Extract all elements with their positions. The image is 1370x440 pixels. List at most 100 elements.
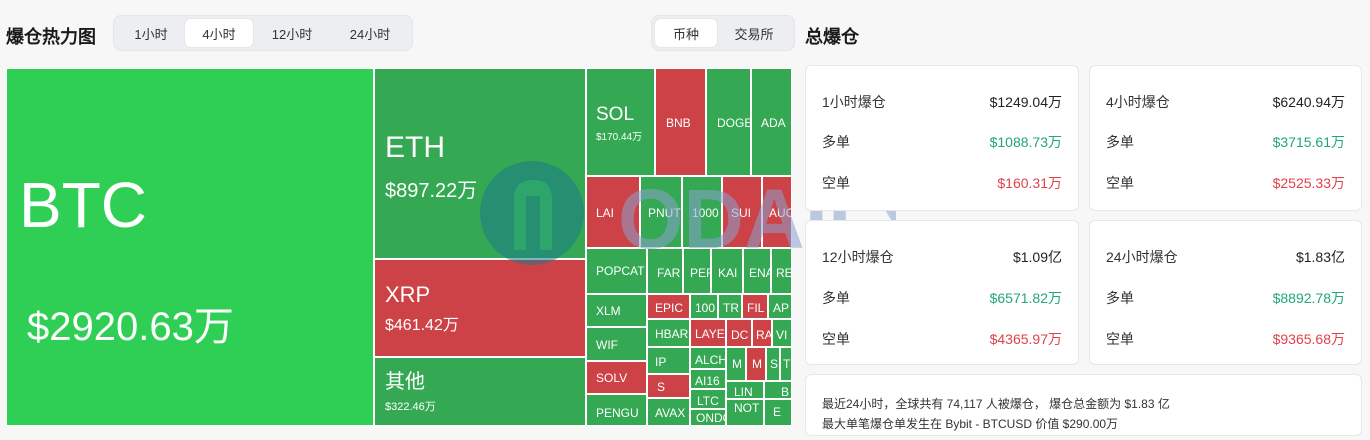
tile-b[interactable]: B (764, 381, 792, 399)
tile-e[interactable]: E (764, 399, 792, 426)
tile-ondo[interactable]: ONDO (690, 409, 726, 426)
tile-ip[interactable]: IP (647, 347, 690, 374)
tile-ada[interactable]: ADA (751, 68, 792, 176)
tile-epic[interactable]: EPIC (647, 294, 690, 319)
tile-symbol: E (773, 405, 782, 419)
short-value: $4365.97万 (989, 331, 1062, 347)
tile-not[interactable]: NOT (726, 399, 764, 426)
tile-fil[interactable]: FIL (742, 294, 768, 319)
tile-re[interactable]: RE (771, 248, 792, 294)
tile-value: $897.22万 (385, 180, 478, 202)
tile-far[interactable]: FAR (647, 248, 683, 294)
tile-sui[interactable]: SUI (722, 176, 762, 248)
tab-4h[interactable]: 4小时 (185, 19, 253, 47)
tile-avax[interactable]: AVAX (647, 398, 690, 426)
tile-ra[interactable]: RA (752, 319, 772, 347)
tile-symbol: 1000 (692, 206, 719, 220)
tile-sol[interactable]: SOL $170.44万 (586, 68, 655, 176)
tile-m1[interactable]: M (726, 347, 746, 381)
tile-symbol: RE (776, 266, 792, 280)
tile-symbol: ALCH (695, 353, 726, 367)
tile-symbol: RA (756, 328, 772, 342)
tile-others[interactable]: 其他 $322.46万 (374, 357, 586, 426)
tile-xrp[interactable]: XRP $461.42万 (374, 259, 586, 357)
tile-symbol: SOL (596, 104, 635, 125)
tile-xlm[interactable]: XLM (586, 294, 647, 327)
tile-symbol: FAR (657, 266, 681, 280)
tile-symbol: HBAR (655, 327, 689, 341)
tile-symbol: T (783, 357, 791, 371)
long-value: $1088.73万 (989, 134, 1062, 150)
card-1h: 1小时爆仓 $1249.04万 多单 $1088.73万 空单 $160.31万 (805, 65, 1079, 211)
tile-symbol: DC (731, 328, 749, 342)
tile-symbol: LAYE (695, 327, 725, 341)
tile-value: $170.44万 (596, 132, 643, 143)
tile-dc[interactable]: DC (726, 319, 752, 347)
tile-symbol: EPIC (655, 301, 684, 315)
tile-symbol: KAI (718, 266, 738, 280)
tile-m2[interactable]: M (746, 347, 766, 381)
card-label: 1小时爆仓 (822, 94, 886, 110)
tile-t[interactable]: T (780, 347, 792, 381)
tile-solv[interactable]: SOLV (586, 361, 647, 394)
tile-wif[interactable]: WIF (586, 327, 647, 361)
tab-1h[interactable]: 1小时 (134, 26, 168, 42)
liquidation-treemap: BTC $2920.63万 ETH $897.22万 XRP $461.42万 … (6, 68, 792, 426)
tile-s2[interactable]: S (647, 374, 690, 398)
tile-ap[interactable]: AP (768, 294, 792, 319)
tile-lin[interactable]: LIN (726, 381, 764, 399)
tile-alch[interactable]: ALCH (690, 347, 726, 369)
tab-24h[interactable]: 24小时 (349, 26, 391, 42)
tab-exchange[interactable]: 交易所 (734, 26, 774, 42)
short-label: 空单 (1106, 175, 1134, 191)
tile-100[interactable]: 100 (690, 294, 718, 319)
tile-pengu[interactable]: PENGU (586, 394, 647, 426)
tab-12h[interactable]: 12小时 (271, 26, 313, 42)
tile-symbol: FIL (747, 301, 765, 315)
summary-line-2: 最大单笔爆仓单发生在 Bybit - BTCUSD 价值 $290.00万 (822, 417, 1119, 431)
tile-btc[interactable]: BTC $2920.63万 (6, 68, 374, 426)
tile-symbol: BTC (19, 169, 147, 241)
tile-ltc[interactable]: LTC (690, 389, 726, 409)
tile-pef[interactable]: PEF (683, 248, 711, 294)
tile-pnut[interactable]: PNUT (640, 176, 682, 248)
tile-symbol: VI (776, 328, 788, 342)
tile-symbol: 其他 (385, 371, 425, 393)
tile-symbol: WIF (596, 338, 618, 352)
card-total-value: $1.83亿 (1295, 249, 1345, 265)
tile-symbol: AP (773, 301, 790, 315)
tile-laye[interactable]: LAYE (690, 319, 726, 347)
tile-kai[interactable]: KAI (711, 248, 743, 294)
tile-tr[interactable]: TR (718, 294, 742, 319)
tile-1000[interactable]: 1000 (682, 176, 722, 248)
tile-symbol: LAI (596, 206, 615, 220)
tile-bnb[interactable]: BNB (655, 68, 706, 176)
tile-hbar[interactable]: HBAR (647, 319, 690, 347)
tile-symbol: DOGE (717, 116, 751, 130)
tile-s1[interactable]: S (766, 347, 780, 381)
card-12h: 12小时爆仓 $1.09亿 多单 $6571.82万 空单 $4365.97万 (805, 220, 1079, 365)
tab-coin[interactable]: 币种 (655, 19, 717, 47)
tile-symbol: LTC (697, 394, 719, 408)
tile-symbol: S (657, 380, 666, 394)
tile-symbol: PENGU (596, 406, 639, 420)
tile-auc[interactable]: AUC (762, 176, 792, 248)
tile-doge[interactable]: DOGE (706, 68, 751, 176)
card-total-value: $6240.94万 (1272, 94, 1345, 110)
tile-symbol: PEF (690, 266, 710, 280)
tile-symbol: XLM (596, 304, 621, 318)
tile-popcat[interactable]: POPCAT (586, 248, 647, 294)
tile-ai16[interactable]: AI16 (690, 369, 726, 389)
tile-ena[interactable]: ENA (743, 248, 771, 294)
tile-eth[interactable]: ETH $897.22万 (374, 68, 586, 259)
time-range-tabs: 1小时 4小时 12小时 24小时 (113, 15, 413, 51)
tile-lai[interactable]: LAI (586, 176, 640, 248)
heatmap-title: 爆仓热力图 (6, 27, 96, 47)
card-24h: 24小时爆仓 $1.83亿 多单 $8892.78万 空单 $9365.68万 (1089, 220, 1362, 365)
tile-symbol: TR (723, 301, 739, 315)
short-label: 空单 (822, 175, 850, 191)
tile-vi[interactable]: VI (772, 319, 792, 347)
summary-line-1: 最近24小时，全球共有 74,117 人被爆仓， 爆仓总金额为 $1.83 亿 (822, 397, 1170, 411)
long-label: 多单 (1106, 290, 1134, 306)
